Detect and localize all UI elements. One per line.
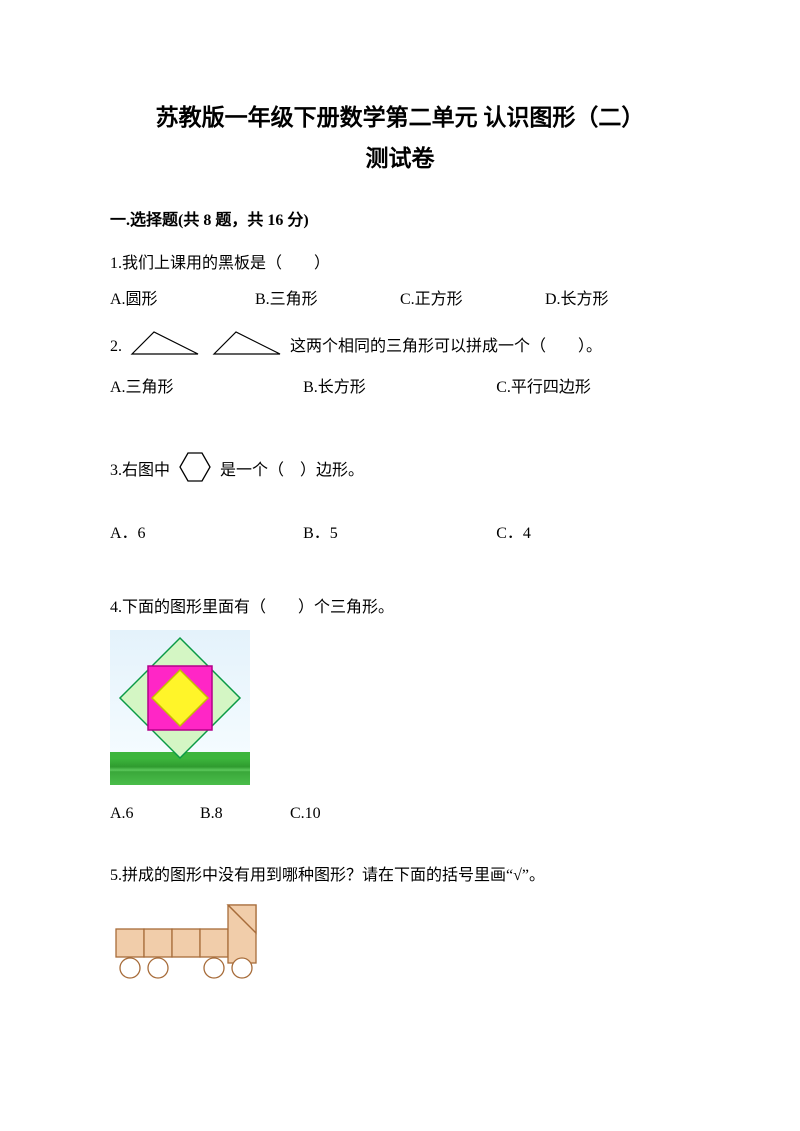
q4-figure <box>110 630 250 785</box>
q1-text: 1.我们上课用的黑板是（ ） <box>110 251 690 277</box>
q4-opt-b: B.8 <box>200 801 290 827</box>
q3-opt-b: B．5 <box>303 521 496 547</box>
q3-text: 3.右图中 是一个（ ）边形。 <box>110 449 690 494</box>
question-1: 1.我们上课用的黑板是（ ） A.圆形 B.三角形 C.正方形 D.长方形 <box>110 251 690 312</box>
section-1-header: 一.选择题(共 8 题，共 16 分) <box>110 208 690 234</box>
q3-opt-a: A．6 <box>110 521 303 547</box>
question-4: 4.下面的图形里面有（ ）个三角形。 A.6 B.8 C.10 <box>110 595 690 827</box>
q2-text: 2. 这两个相同的三角形可以拼成一个（ ）。 <box>110 330 690 365</box>
q2-opt-c: C.平行四边形 <box>496 375 689 401</box>
q5-text: 5.拼成的图形中没有用到哪种图形？请在下面的括号里画“√”。 <box>110 863 690 889</box>
q3-suffix: 是一个（ ）边形。 <box>220 462 364 479</box>
q1-options: A.圆形 B.三角形 C.正方形 D.长方形 <box>110 287 690 313</box>
q4-shapes <box>110 630 250 765</box>
q4-opt-a: A.6 <box>110 801 200 827</box>
page-title-line1: 苏教版一年级下册数学第二单元 认识图形（二） <box>110 100 690 137</box>
question-3: 3.右图中 是一个（ ）边形。 A．6 B．5 C．4 <box>110 449 690 547</box>
question-5: 5.拼成的图形中没有用到哪种图形？请在下面的括号里画“√”。 <box>110 863 690 999</box>
q2-opt-a: A.三角形 <box>110 375 303 401</box>
q1-opt-d: D.长方形 <box>545 287 690 313</box>
q2-opt-b: B.长方形 <box>303 375 496 401</box>
q1-opt-c: C.正方形 <box>400 287 545 313</box>
triangle-icon <box>212 330 282 365</box>
q4-opt-c: C.10 <box>290 801 380 827</box>
q3-opt-c: C．4 <box>496 521 689 547</box>
question-2: 2. 这两个相同的三角形可以拼成一个（ ）。 A.三角形 B.长方形 C.平行四… <box>110 330 690 400</box>
q1-opt-a: A.圆形 <box>110 287 255 313</box>
q2-options: A.三角形 B.长方形 C.平行四边形 <box>110 375 690 401</box>
triangle-icon <box>130 330 200 365</box>
q4-options: A.6 B.8 C.10 <box>110 801 690 827</box>
hexagon-icon <box>176 449 214 494</box>
q5-figure <box>110 901 690 1000</box>
q4-text: 4.下面的图形里面有（ ）个三角形。 <box>110 595 690 621</box>
q2-suffix: 这两个相同的三角形可以拼成一个（ ）。 <box>290 338 602 355</box>
q2-prefix: 2. <box>110 338 122 355</box>
q3-prefix: 3.右图中 <box>110 462 170 479</box>
page-title-line2: 测试卷 <box>110 141 690 178</box>
q3-options: A．6 B．5 C．4 <box>110 521 690 547</box>
q1-opt-b: B.三角形 <box>255 287 400 313</box>
